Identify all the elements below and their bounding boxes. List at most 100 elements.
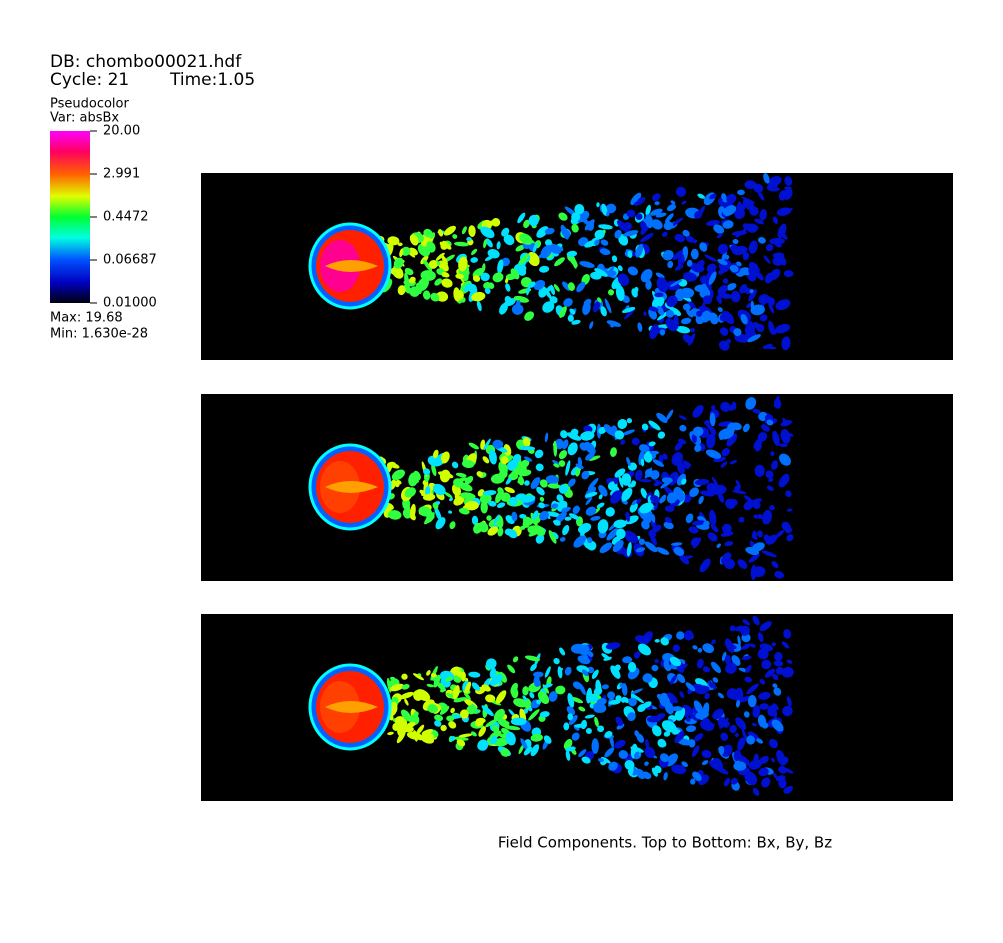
eddy [770, 451, 775, 456]
eddy [536, 699, 542, 705]
eddy [399, 248, 404, 257]
eddy [644, 761, 649, 766]
eddy [588, 455, 601, 461]
eddy [518, 253, 529, 266]
eddy [598, 494, 603, 500]
eddy [669, 279, 683, 287]
eddy [515, 244, 526, 252]
eddy [565, 460, 571, 476]
eddy [601, 684, 609, 690]
eddy [420, 270, 436, 281]
eddy [720, 746, 725, 755]
eddy [698, 685, 710, 692]
eddy [407, 733, 413, 738]
eddy [711, 639, 716, 645]
field-plot [308, 395, 794, 581]
eddy [553, 284, 560, 292]
eddy [480, 500, 488, 514]
eddy [576, 281, 586, 293]
eddy [574, 204, 585, 215]
eddy [726, 422, 736, 436]
eddy [455, 669, 464, 679]
field-plot [308, 615, 794, 796]
eddy [676, 673, 686, 684]
eddy [687, 276, 694, 282]
eddy [752, 722, 757, 727]
eddy [764, 668, 776, 678]
eddy [635, 244, 644, 258]
eddy [693, 700, 703, 714]
core-streak [325, 260, 378, 272]
eddy [692, 426, 704, 437]
core-streak [325, 481, 378, 493]
eddy [663, 521, 674, 530]
eddy [601, 203, 608, 216]
eddy [651, 664, 659, 672]
eddy [617, 265, 623, 272]
eddy [572, 505, 580, 515]
eddy [782, 431, 794, 437]
eddy [765, 296, 773, 304]
eddy [730, 290, 741, 303]
eddy [674, 731, 685, 744]
eddy [650, 450, 660, 455]
eddy [528, 709, 540, 721]
eddy [468, 671, 481, 678]
eddy [775, 323, 791, 334]
eddy [700, 310, 712, 323]
eddy [422, 290, 431, 300]
eddy [620, 439, 626, 445]
eddy [453, 478, 464, 488]
eddy [448, 510, 453, 514]
eddy [571, 732, 580, 741]
eddy [553, 657, 560, 665]
eddy [758, 767, 769, 777]
eddy [600, 239, 609, 246]
eddy [610, 665, 621, 679]
eddy [410, 475, 419, 483]
eddy [781, 641, 790, 649]
eddy [745, 397, 757, 410]
eddy [782, 417, 789, 427]
eddy [606, 528, 619, 541]
eddy [747, 695, 757, 708]
eddy [561, 439, 569, 450]
eddy [557, 667, 564, 673]
eddy [710, 723, 715, 728]
eddy [551, 503, 559, 509]
eddy [567, 442, 578, 456]
eddy [561, 507, 568, 512]
eddy [590, 271, 602, 280]
eddy [664, 505, 675, 512]
eddy [528, 707, 533, 712]
eddy [758, 691, 771, 700]
eddy [735, 479, 741, 488]
eddy [427, 704, 438, 714]
eddy [517, 212, 526, 224]
eddy [772, 703, 779, 711]
eddy [617, 418, 628, 430]
eddy [569, 513, 580, 520]
eddy [757, 237, 766, 244]
eddy [544, 432, 549, 443]
eddy [409, 276, 416, 284]
eddy [752, 408, 761, 414]
eddy [748, 553, 760, 563]
eddy [458, 256, 468, 272]
eddy [539, 479, 548, 488]
eddy [597, 297, 602, 303]
eddy [775, 530, 784, 538]
eddy [740, 314, 748, 325]
eddy [481, 684, 491, 692]
eddy [529, 692, 535, 699]
eddy [772, 673, 779, 681]
eddy [406, 721, 416, 728]
eddy [735, 717, 747, 730]
eddy [707, 312, 718, 322]
eddy [693, 239, 698, 244]
eddy [681, 200, 687, 205]
eddy [737, 635, 741, 647]
eddy [697, 647, 703, 653]
eddy [471, 682, 481, 691]
colorbar-label: 2.991 [103, 167, 140, 182]
